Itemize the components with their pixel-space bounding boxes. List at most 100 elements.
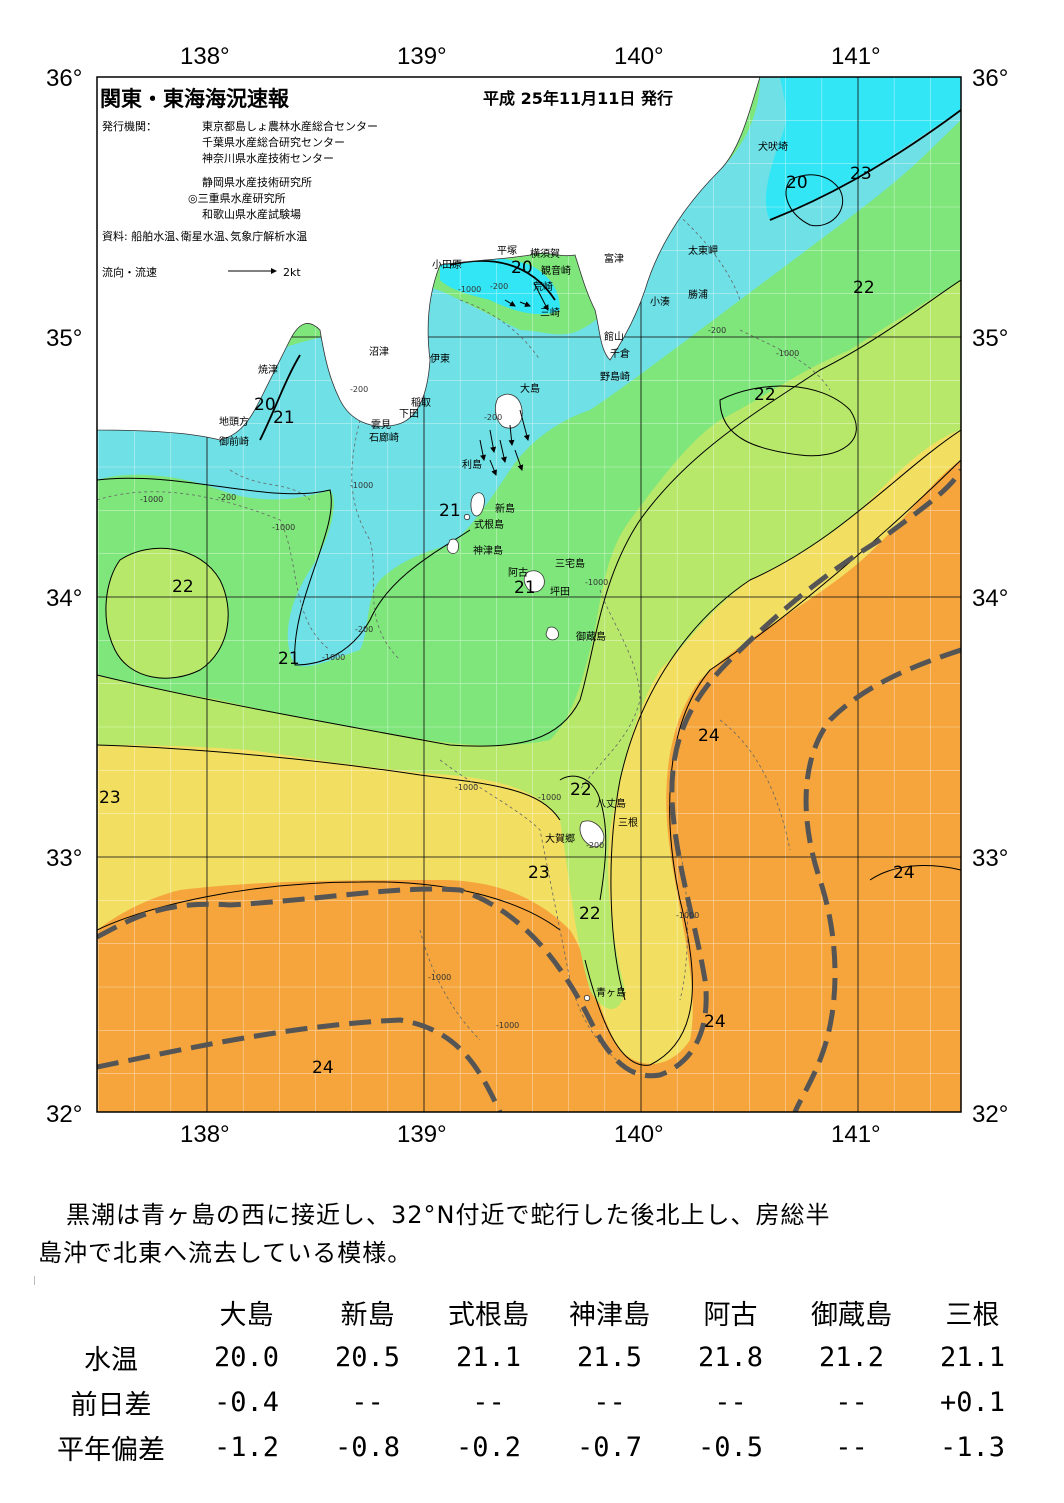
place-label: 平塚	[497, 245, 517, 257]
column-header: 御蔵島	[811, 1300, 892, 1331]
depth-label: -200	[350, 385, 368, 394]
row-header: 平年偏差	[57, 1435, 165, 1466]
depth-label: -1000	[458, 285, 481, 294]
kozushima	[446, 538, 459, 554]
place-label: 横須賀	[530, 247, 560, 260]
table-cell: -0.5	[697, 1432, 764, 1463]
depth-label: -1000	[140, 495, 163, 504]
place-label: 稲取	[411, 397, 431, 409]
place-label: 神津島	[473, 544, 503, 557]
temperature-labels: 20 23 22 22 20 21 20 21 21 22 21 24 22 2…	[99, 164, 915, 1078]
table-cell: --	[835, 1432, 868, 1463]
place-label: 地頭方	[219, 415, 249, 428]
table-cell: -1.2	[213, 1432, 280, 1463]
temp-label: 21	[278, 649, 300, 669]
lon-tick-label: 138°	[180, 43, 230, 70]
corner-cell	[36, 1290, 186, 1335]
temp-label: 21	[273, 408, 295, 428]
column-header: 式根島	[448, 1300, 529, 1331]
depth-label: -1000	[455, 783, 478, 792]
publisher-label: 発行機関：	[102, 119, 157, 133]
row-header: 水温	[84, 1345, 138, 1376]
depth-label: -1000	[538, 793, 561, 802]
temp-label: 24	[893, 863, 915, 883]
lat-tick-label: 33°	[46, 845, 82, 872]
place-label: 大島	[520, 382, 540, 395]
table-cell: +0.1	[939, 1387, 1006, 1418]
place-label: 千倉	[610, 347, 630, 360]
place-label: 富津	[604, 252, 624, 265]
place-label: 沼津	[369, 345, 389, 358]
zone-below-20-sagami	[440, 256, 560, 315]
lat-tick-label: 34°	[46, 585, 82, 612]
hachijojima	[579, 820, 605, 848]
publisher: 和歌山県水産試験場	[202, 207, 301, 221]
column-header: 大島	[219, 1300, 274, 1331]
column-header: 神津島	[569, 1300, 650, 1331]
flow-scale-label: 2kt	[283, 266, 301, 279]
temp-label: 24	[698, 726, 720, 746]
temp-label: 21	[514, 578, 536, 598]
zone-20-21	[97, 77, 961, 667]
place-label: 青ヶ島	[596, 986, 626, 999]
place-label: 勝浦	[688, 288, 708, 301]
temp-label: 20	[786, 173, 808, 193]
lat-tick-label: 33°	[972, 845, 1008, 872]
publisher: ◎三重県水産研究所	[188, 191, 286, 205]
lon-tick-label: 140°	[614, 1121, 664, 1148]
temp-label: 22	[853, 278, 875, 298]
lon-tick-label: 140°	[614, 43, 664, 70]
depth-label: -200	[218, 493, 236, 502]
table-cell: -0.2	[455, 1432, 522, 1463]
table-row: 水温 20.0 20.5 21.1 21.5 21.8 21.2 21.1	[36, 1335, 1033, 1380]
lat-tick-label: 35°	[972, 325, 1008, 352]
temp-label: 22	[570, 780, 592, 800]
place-label: 雲見	[371, 419, 391, 431]
table-header-row: 大島 新島 式根島 神津島 阿古 御蔵島 三根	[36, 1290, 1033, 1335]
temp-label: 24	[704, 1012, 726, 1032]
summary-line-2: 島沖で北東へ流去している模様。	[38, 1239, 413, 1267]
temperature-zones: 20 23 22 22 20 21 20 21 21 22 21 24 22 2…	[97, 77, 961, 1112]
niijima	[470, 492, 485, 517]
data-sources: 資料: 船舶水温､衛星水温､気象庁解析水温	[102, 229, 307, 243]
place-label: 三宅島	[555, 557, 585, 570]
temp-label: 21	[439, 501, 461, 521]
place-label: 御前崎	[219, 435, 249, 448]
kuroshio-axis	[97, 468, 961, 1112]
lat-tick-label: 34°	[972, 585, 1008, 612]
temp-label: 23	[528, 863, 550, 883]
place-label: 新島	[495, 502, 515, 515]
place-label: 伊東	[430, 352, 450, 365]
observation-table: 大島 新島 式根島 神津島 阿古 御蔵島 三根 水温 20.0 20.5 21.…	[36, 1290, 1033, 1470]
issue-date: 平成 25年11月11日 発行	[483, 89, 673, 108]
lat-tick-label: 35°	[46, 325, 82, 352]
column-header: 新島	[340, 1300, 395, 1331]
depth-label: -1000	[585, 578, 608, 587]
depth-label: -1000	[322, 653, 345, 662]
place-label: 三崎	[540, 306, 560, 319]
temp-label: 23	[850, 164, 872, 184]
place-label: 観音崎	[541, 264, 571, 277]
depth-label: -1000	[776, 349, 799, 358]
place-label: 小田原	[432, 259, 462, 271]
lon-tick-label: 138°	[180, 1121, 230, 1148]
column-header: 阿古	[703, 1300, 758, 1331]
temp-label: 20	[254, 395, 276, 415]
shikinejima	[463, 513, 471, 521]
lat-tick-label: 32°	[46, 1101, 82, 1128]
place-label: 大賀郷	[545, 832, 575, 845]
depth-label: -200	[484, 413, 502, 422]
izu-oshima	[494, 393, 523, 429]
map-title: 関東・東海海況速報	[100, 87, 290, 111]
place-label: 小湊	[650, 295, 670, 308]
table-cell: 21.5	[576, 1342, 643, 1373]
mikurajima	[545, 626, 559, 641]
table-cell: 21.1	[939, 1342, 1006, 1373]
place-label: 式根島	[474, 518, 504, 531]
depth-label: -200	[490, 282, 508, 291]
lon-tick-label: 139°	[397, 43, 447, 70]
depth-contours	[97, 199, 831, 1071]
place-label: 館山	[604, 330, 624, 343]
table-cell: -0.4	[213, 1387, 280, 1418]
publisher: 東京都島しょ農林水産総合センター	[202, 119, 378, 133]
